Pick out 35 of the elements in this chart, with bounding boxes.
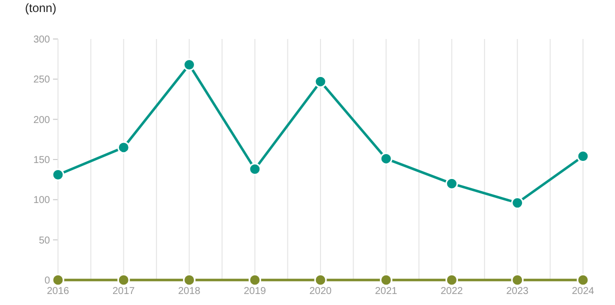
point (576, 274, 590, 286)
point (446, 177, 458, 190)
point (380, 274, 392, 286)
point (380, 152, 392, 165)
x-tick-label: 2016 (46, 286, 70, 297)
point (314, 274, 327, 286)
point (183, 58, 196, 71)
point (248, 274, 262, 286)
y-tick-label: 250 (33, 74, 50, 86)
point (446, 274, 458, 286)
x-tick-label: 2018 (178, 286, 201, 297)
y-tick-label: 300 (33, 34, 50, 46)
y-tick-label: 50 (38, 235, 50, 246)
x-tick-label: 2024 (572, 286, 595, 297)
x-tick-label: 2020 (309, 286, 332, 297)
point (511, 196, 524, 210)
point (117, 274, 130, 286)
x-tick-label: 2017 (112, 286, 136, 297)
y-axis-title: (tonn) (25, 1, 56, 15)
y-tick-label: 100 (33, 195, 50, 206)
point (52, 274, 64, 286)
x-tick-label: 2023 (506, 286, 529, 297)
y-tick-label: 150 (33, 155, 50, 166)
x-tick-label: 2021 (375, 286, 398, 297)
point (576, 150, 590, 163)
point (52, 168, 64, 182)
y-tick-label: 200 (33, 114, 50, 126)
point (314, 75, 327, 88)
point (248, 162, 262, 176)
x-tick-label: 2022 (440, 286, 464, 297)
point (117, 141, 130, 154)
point (511, 274, 524, 286)
y-tick-label: 0 (44, 276, 50, 286)
x-tick-label: 2019 (244, 286, 266, 297)
point (183, 274, 196, 286)
